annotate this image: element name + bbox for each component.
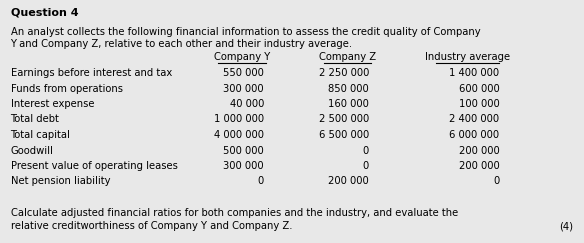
Text: 4 000 000: 4 000 000 [214, 130, 264, 140]
Text: Goodwill: Goodwill [11, 146, 53, 156]
Text: 6 000 000: 6 000 000 [449, 130, 499, 140]
Text: Company Y: Company Y [214, 52, 270, 62]
Text: 100 000: 100 000 [458, 99, 499, 109]
Text: 1 400 000: 1 400 000 [449, 68, 499, 78]
Text: Net pension liability: Net pension liability [11, 176, 110, 186]
Text: Present value of operating leases: Present value of operating leases [11, 161, 178, 171]
Text: 160 000: 160 000 [328, 99, 369, 109]
Text: 0: 0 [363, 161, 369, 171]
Text: 200 000: 200 000 [328, 176, 369, 186]
Text: 0: 0 [493, 176, 499, 186]
Text: relative creditworthiness of Company Y and Company Z.: relative creditworthiness of Company Y a… [11, 221, 292, 231]
Text: 2 400 000: 2 400 000 [449, 114, 499, 124]
Text: 2 250 000: 2 250 000 [319, 68, 369, 78]
Text: Y and Company Z, relative to each other and their industry average.: Y and Company Z, relative to each other … [11, 39, 353, 49]
Text: 300 000: 300 000 [223, 84, 264, 94]
Text: Company Z: Company Z [319, 52, 376, 62]
Text: Earnings before interest and tax: Earnings before interest and tax [11, 68, 172, 78]
Text: 0: 0 [258, 176, 264, 186]
Text: Total debt: Total debt [11, 114, 60, 124]
Text: (4): (4) [559, 221, 573, 231]
Text: Interest expense: Interest expense [11, 99, 94, 109]
Text: 300 000: 300 000 [223, 161, 264, 171]
Text: 200 000: 200 000 [458, 161, 499, 171]
Text: 40 000: 40 000 [230, 99, 264, 109]
Text: Industry average: Industry average [425, 52, 510, 62]
Text: 550 000: 550 000 [223, 68, 264, 78]
Text: 850 000: 850 000 [328, 84, 369, 94]
Text: Funds from operations: Funds from operations [11, 84, 123, 94]
Text: 1 000 000: 1 000 000 [214, 114, 264, 124]
Text: 2 500 000: 2 500 000 [319, 114, 369, 124]
Text: Calculate adjusted financial ratios for both companies and the industry, and eva: Calculate adjusted financial ratios for … [11, 208, 458, 218]
Text: 6 500 000: 6 500 000 [319, 130, 369, 140]
Text: 500 000: 500 000 [223, 146, 264, 156]
Text: Total capital: Total capital [11, 130, 71, 140]
Text: 600 000: 600 000 [458, 84, 499, 94]
Text: 200 000: 200 000 [458, 146, 499, 156]
Text: An analyst collects the following financial information to assess the credit qua: An analyst collects the following financ… [11, 27, 480, 37]
Text: 0: 0 [363, 146, 369, 156]
Text: Question 4: Question 4 [11, 8, 78, 18]
